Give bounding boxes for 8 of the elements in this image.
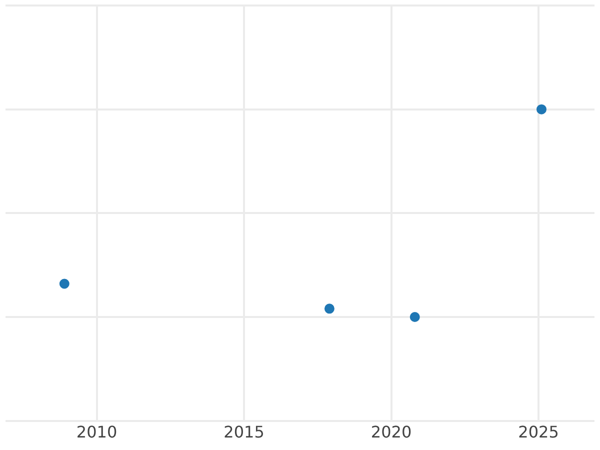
x-tick-label: 2010 (76, 422, 118, 442)
x-tick-label: 2020 (370, 422, 412, 442)
point (324, 304, 334, 314)
x-tick-label: 2015 (224, 422, 264, 442)
point (410, 312, 420, 322)
x-tick-label: 2025 (518, 422, 559, 442)
point (536, 104, 546, 114)
point (59, 278, 70, 289)
